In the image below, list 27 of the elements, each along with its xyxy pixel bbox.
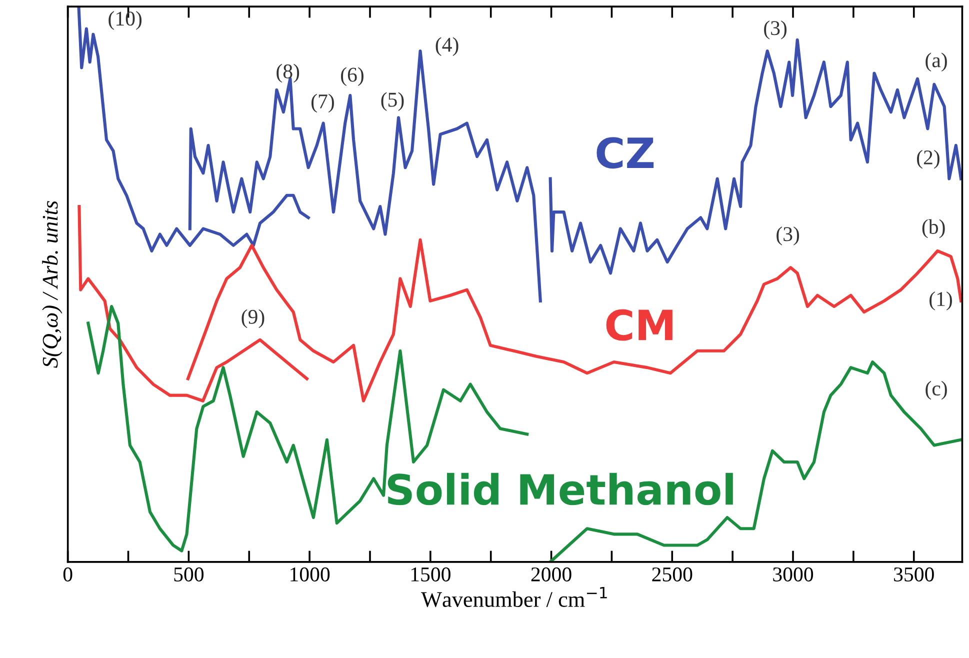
annotation: (5) — [381, 92, 404, 111]
annotation: (9) — [242, 309, 264, 328]
series-label: Solid Methanol — [388, 472, 733, 506]
annotation: (b) — [922, 219, 945, 238]
x-tick-label: 3000 — [773, 567, 814, 582]
x-tick-label: 2500 — [652, 567, 692, 582]
annotation: (a) — [926, 52, 947, 72]
x-tick-label: 1000 — [290, 567, 330, 582]
annotation: (1) — [930, 291, 952, 310]
annotation: (7) — [312, 94, 334, 113]
x-tick-label: 0 — [63, 567, 72, 582]
annotation: (c) — [926, 380, 947, 400]
annotation: (2) — [917, 150, 940, 169]
x-tick-label: 3500 — [894, 567, 934, 582]
x-axis-title: Wavenumber / cm$^{−1}$ — [421, 586, 607, 608]
annotation: (10) — [108, 11, 142, 30]
annotation: (3) — [776, 226, 800, 246]
annotation: (3) — [764, 20, 787, 40]
annotation: (6) — [341, 67, 364, 86]
x-tick-label: 1500 — [411, 567, 450, 582]
series-label: CM — [606, 309, 672, 341]
y-axis-title: S(Q,ω) / Arb. units — [42, 201, 62, 368]
annotation: (8) — [276, 64, 300, 83]
series-label: CZ — [596, 137, 654, 169]
annotation: (4) — [436, 37, 458, 56]
x-tick-label: 500 — [174, 567, 204, 582]
x-tick-label: 2000 — [531, 567, 572, 582]
